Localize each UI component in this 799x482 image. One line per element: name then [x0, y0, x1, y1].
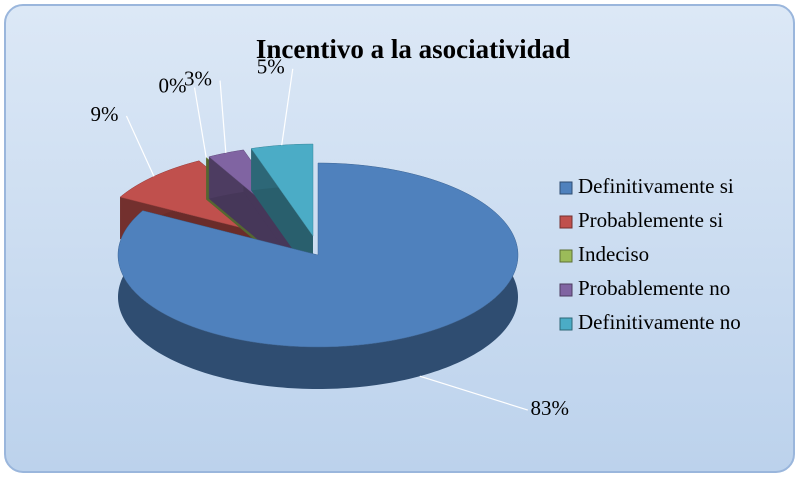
legend-swatch [559, 283, 573, 297]
data-label: 83% [531, 396, 570, 420]
leader-line [281, 68, 294, 146]
data-label: 0% [159, 73, 187, 97]
legend-label: Indeciso [578, 242, 649, 266]
leader-line [125, 115, 155, 177]
pie-slice [250, 143, 314, 279]
legend-label: Probablemente si [578, 208, 723, 232]
data-label: 5% [257, 55, 285, 79]
legend-swatch [559, 215, 573, 229]
legend-swatch [559, 181, 573, 195]
pie-slice [117, 162, 519, 389]
legend-swatch [559, 249, 573, 263]
data-label: 9% [90, 102, 118, 126]
legend-label: Definitivamente no [578, 310, 741, 334]
chart-title: Incentivo a la asociatividad [256, 34, 570, 64]
slice-top [250, 143, 314, 237]
legend-swatch [559, 317, 573, 331]
slice-top [117, 162, 519, 348]
leader-line [193, 87, 207, 158]
data-label: 3% [184, 66, 212, 90]
leader-line [419, 375, 528, 411]
legend-label: Definitivamente si [578, 174, 734, 198]
legend-label: Probablemente no [578, 276, 730, 300]
leader-line [219, 80, 227, 153]
